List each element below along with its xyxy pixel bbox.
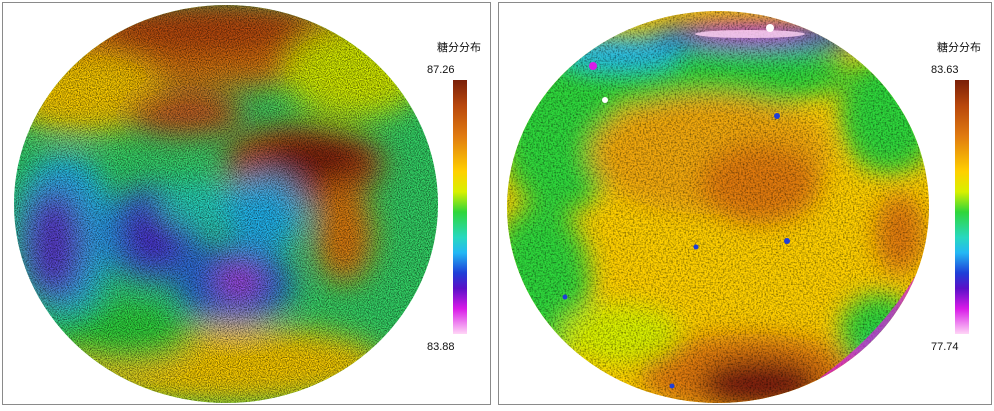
legend-title: 糖分分布 [937,42,981,54]
sugar-distribution-heatmap-left [14,5,438,403]
legend-max-value: 83.63 [931,64,959,76]
sugar-map-panel-left: 糖分分布 87.26 83.88 [2,2,491,405]
legend-title: 糖分分布 [437,42,481,54]
sugar-distribution-heatmap-right [507,11,929,403]
legend-min-value: 83.88 [427,341,455,353]
legend-max-value: 87.26 [427,64,455,76]
color-scale-bar [955,80,969,334]
color-scale-bar [453,80,467,334]
sugar-map-panel-right: 糖分分布 83.63 77.74 [498,2,992,405]
legend-min-value: 77.74 [931,341,959,353]
